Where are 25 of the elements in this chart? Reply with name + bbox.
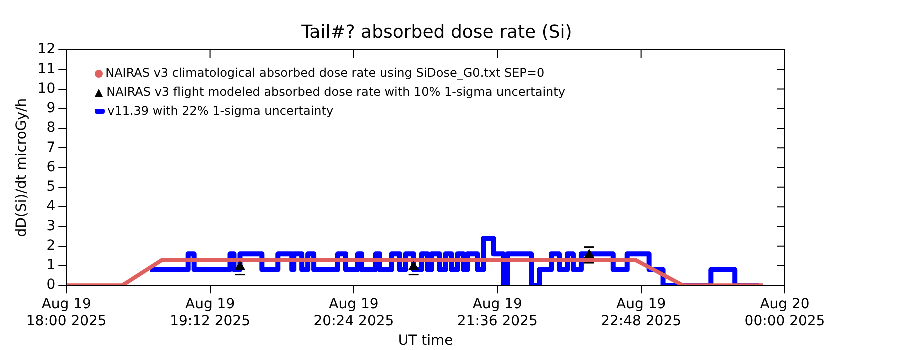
x-tick-label: Aug 19 22:48 2025 xyxy=(601,296,682,330)
y-tick-label: 7 xyxy=(46,140,56,156)
y-tick-label: 8 xyxy=(46,120,56,136)
x-tick-label: Aug 19 18:00 2025 xyxy=(26,296,107,330)
y-tick-label: 1 xyxy=(46,258,56,274)
legend-label: NAIRAS v3 flight modeled absorbed dose rate with 10% 1-sigma uncertainty xyxy=(106,84,566,101)
x-axis-title: UT time xyxy=(398,333,454,350)
x-tick-label: Aug 19 20:24 2025 xyxy=(314,296,394,330)
legend-label: v11.39 with 22% 1-sigma uncertainty xyxy=(108,103,334,120)
x-tick-label: Aug 19 19:12 2025 xyxy=(170,296,251,330)
y-tick-label: 3 xyxy=(46,218,56,234)
y-tick-label: 9 xyxy=(46,100,56,117)
y-tick-label: 5 xyxy=(46,179,56,196)
chart-title: Tail#? absorbed dose rate (Si) xyxy=(300,22,574,43)
y-tick-label: 0 xyxy=(46,277,56,294)
y-tick-label: 6 xyxy=(46,159,56,176)
x-tick-label: Aug 20 00:00 2025 xyxy=(744,296,826,330)
legend-label: NAIRAS v3 climatological absorbed dose rate using SiDose_G0.txt SEP=0 xyxy=(106,65,545,82)
y-tick-label: 2 xyxy=(46,238,56,254)
y-tick-label: 4 xyxy=(46,198,56,215)
y-tick-label: 12 xyxy=(38,42,56,58)
y-axis-title: dD(Si)/dt microGy/h xyxy=(14,98,30,238)
x-tick-label: Aug 19 21:36 2025 xyxy=(457,296,538,330)
y-tick-label: 11 xyxy=(38,61,56,78)
y-tick-label: 10 xyxy=(38,80,56,97)
